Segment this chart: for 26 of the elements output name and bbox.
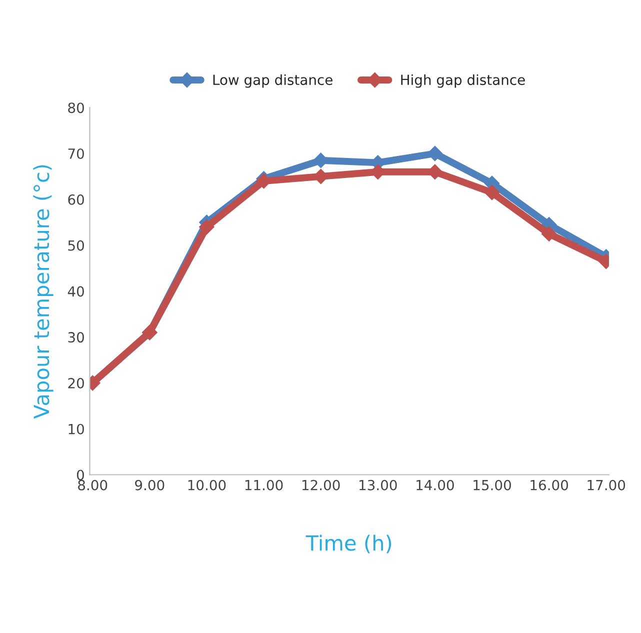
x-tick-label: 11.00 xyxy=(245,480,283,490)
y-tick-label: 30 xyxy=(68,332,84,343)
y-tick-label: 70 xyxy=(68,148,84,159)
x-tick-label: 15.00 xyxy=(474,480,511,490)
y-tick-label: 50 xyxy=(68,240,84,251)
x-tick-label: 17.00 xyxy=(588,480,626,490)
legend-label: High gap distance xyxy=(401,74,525,88)
x-tick-label: 9.00 xyxy=(135,480,164,490)
y-tick-label: 10 xyxy=(68,424,84,434)
y-tick-label: 20 xyxy=(68,378,84,388)
x-tick-label: 8.00 xyxy=(78,480,108,490)
y-tick-label: 60 xyxy=(68,194,84,205)
point xyxy=(199,219,214,234)
x-axis-title: Time (h) xyxy=(306,534,392,554)
y-tick-label: 40 xyxy=(68,286,84,297)
x-tick-label: 13.00 xyxy=(360,480,397,490)
point xyxy=(484,184,500,200)
point xyxy=(541,226,557,242)
x-tick-label: 14.00 xyxy=(416,480,454,490)
x-tick-label: 12.00 xyxy=(302,480,340,490)
y-axis-title: Vapour temperature (°c) xyxy=(33,165,54,419)
y-tick-label: 0 xyxy=(76,470,84,480)
legend-label: Low gap distance xyxy=(213,74,332,88)
x-tick-label: 10.00 xyxy=(188,480,226,490)
x-tick-label: 16.00 xyxy=(530,480,568,490)
y-tick-label: 80 xyxy=(68,102,84,114)
